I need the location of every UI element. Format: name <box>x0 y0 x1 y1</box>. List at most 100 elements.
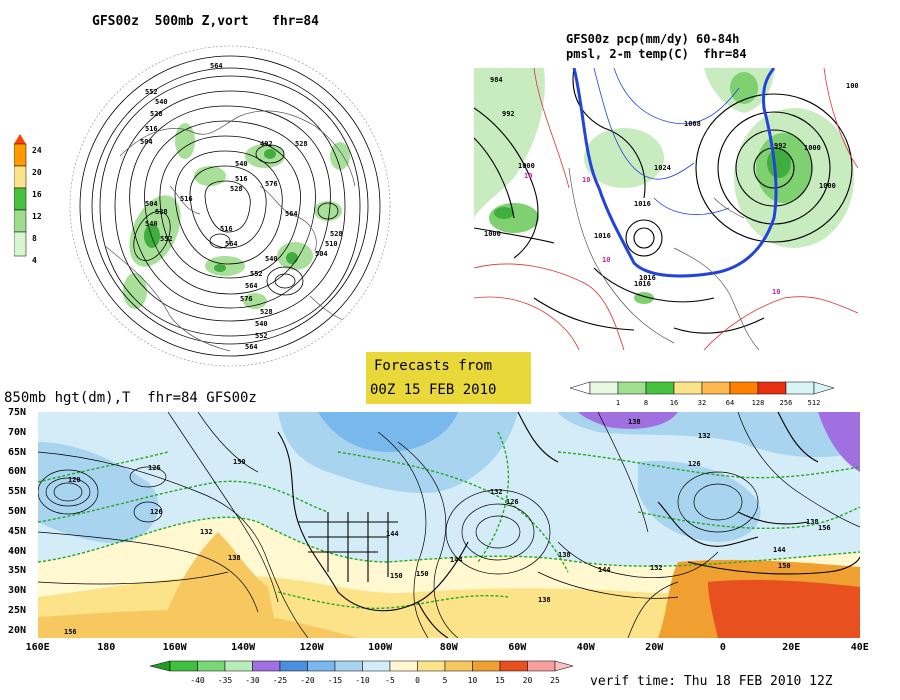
height-contour-label: 126 <box>506 498 519 506</box>
legend-arrow-left <box>569 381 591 395</box>
mercator-850mb-map: 120 126 150 126 132 138 144 144 132 126 138 144 150 1… <box>38 412 860 638</box>
height-contour-label: 150 <box>390 572 403 580</box>
latitude-tick: 30N <box>8 585 27 597</box>
vort-legend-tick: 4 <box>32 256 37 265</box>
height-contour-label: 504 <box>145 200 158 208</box>
longitude-tick: 20E <box>782 642 801 653</box>
height-contour-label: 576 <box>240 295 253 303</box>
pressure-contour-label: 992 <box>774 142 787 150</box>
height-contour-label: 516 <box>235 175 248 183</box>
longitude-tick: 100W <box>368 642 393 653</box>
temperature-legend-tick: 15 <box>495 676 505 685</box>
precip-legend-tick: 8 <box>644 399 648 407</box>
temperature-legend-swatch <box>362 660 391 672</box>
temperature-legend-swatch <box>417 660 446 672</box>
height-contour-label: 138 <box>628 418 641 426</box>
pressure-contour-label: 1000 <box>518 162 535 170</box>
pressure-contour-label: 1024 <box>654 164 671 172</box>
vorticity-legend <box>14 132 48 272</box>
temperature-legend-swatch <box>169 660 198 672</box>
longitude-tick: 180 <box>97 642 116 653</box>
height-contour-label: 138 <box>558 551 571 559</box>
precip-pmsl-map: 9849921000100010001008101610161024992100… <box>474 68 858 350</box>
temperature-legend-tick: -35 <box>218 676 233 685</box>
temperature-legend-swatch <box>252 660 281 672</box>
latitude-tick: 25N <box>8 605 27 616</box>
latitude-tick: 55N <box>8 486 27 498</box>
pressure-contour-label: 1000 <box>484 230 501 238</box>
height-contour-label: 540 <box>235 160 248 168</box>
height-contour-label: 528 <box>330 230 343 238</box>
longitude-tick: 80W <box>439 642 458 653</box>
height-contour-label: 540 <box>265 255 278 263</box>
precip-legend-tick: 512 <box>808 399 821 407</box>
temperature-legend: -40 -35 -30 -25 -20 -15 -10 -5 0 5 10 15 20 25 <box>148 659 588 689</box>
latitude-tick: 60N <box>8 466 27 478</box>
precip-legend-swatch <box>589 381 619 395</box>
height-contour-label: 528 <box>230 185 243 193</box>
verif-time: verif time: Thu 18 FEB 2010 12Z <box>590 674 833 689</box>
height-contour-label: 492 <box>260 140 273 148</box>
vort-legend-tick: 12 <box>32 212 42 221</box>
longitude-tick: 140W <box>231 642 256 653</box>
height-contour-label: 144 <box>773 546 786 554</box>
pressure-contour-label: 1016 <box>634 280 651 288</box>
temperature-legend-swatch <box>307 660 336 672</box>
temperature-legend-swatch <box>279 660 308 672</box>
height-contour-label: 504 <box>140 138 153 146</box>
vort-legend-tick: 16 <box>32 190 42 199</box>
height-contour-label: 552 <box>250 270 263 278</box>
latitude-tick: 65N <box>8 446 27 458</box>
pressure-contour-label: 1000 <box>819 182 836 190</box>
precip-legend-swatch <box>645 381 675 395</box>
latitude-tick: 20N <box>8 624 27 636</box>
legend-arrow-right <box>554 660 574 672</box>
height-contour-label: 510 <box>325 240 338 248</box>
height-contour-label: 150 <box>233 458 246 466</box>
precip-legend-tick: 32 <box>698 399 706 407</box>
longitude-tick: 20W <box>645 642 664 653</box>
latitude-tick: 70N <box>8 426 27 438</box>
longitude-tick: 40W <box>576 642 595 653</box>
height-contour-label: 516 <box>220 225 233 233</box>
height-contour-label: 516 <box>180 195 193 203</box>
longitude-tick: 160W <box>162 642 187 653</box>
precip-legend-tick: 64 <box>726 399 734 407</box>
forecast-info-line2: 00Z 15 FEB 2010 <box>370 382 497 398</box>
pressure-contour-label: 1016 <box>639 274 656 282</box>
bottom-map-title: 850mb hgt(dm),T fhr=84 GFS00z <box>4 390 257 406</box>
longitude-tick: 120W <box>299 642 324 653</box>
height-contour-label: 564 <box>210 62 223 70</box>
forecast-info-line1: Forecasts from <box>374 358 493 374</box>
temperature-legend-tick: -30 <box>245 676 260 685</box>
temperature-legend-swatch <box>224 660 253 672</box>
height-contour-label: 564 <box>225 240 238 248</box>
pressure-contour-label: 1016 <box>634 200 651 208</box>
precip-legend-tick: 1 <box>616 399 620 407</box>
height-contour-label: 120 <box>68 476 81 484</box>
height-contour-label: 540 <box>155 98 168 106</box>
temperature-contour-label: 10 <box>582 176 590 184</box>
temperature-legend-tick: -10 <box>355 676 370 685</box>
temperature-legend-swatch <box>334 660 363 672</box>
forecast-info-box: Forecasts from 00Z 15 FEB 2010 <box>366 352 531 404</box>
height-contour-label: 540 <box>145 220 158 228</box>
temperature-legend-swatch <box>527 660 556 672</box>
temperature-contour-label: 10 <box>524 172 532 180</box>
height-contour-label: 564 <box>285 210 298 218</box>
height-contour-label: 132 <box>650 564 663 572</box>
precip-map-title-line2: pmsl, 2-m temp(C) fhr=84 <box>566 47 747 61</box>
pressure-contour-label: 1016 <box>594 232 611 240</box>
precip-legend-swatch <box>785 381 815 395</box>
height-contour-label: 552 <box>160 235 173 243</box>
temperature-legend-swatch <box>389 660 418 672</box>
latitude-tick: 45N <box>8 525 27 537</box>
height-contour-label: 528 <box>260 308 273 316</box>
height-contour-label: 138 <box>538 596 551 604</box>
height-contour-label: 552 <box>255 332 268 340</box>
vort-legend-tick: 20 <box>32 168 42 177</box>
precip-legend-tick: 256 <box>780 399 793 407</box>
precip-legend-swatch <box>673 381 703 395</box>
latitude-tick: 40N <box>8 545 27 557</box>
precip-legend: 1 8 16 32 64 128 256 512 <box>566 380 846 410</box>
